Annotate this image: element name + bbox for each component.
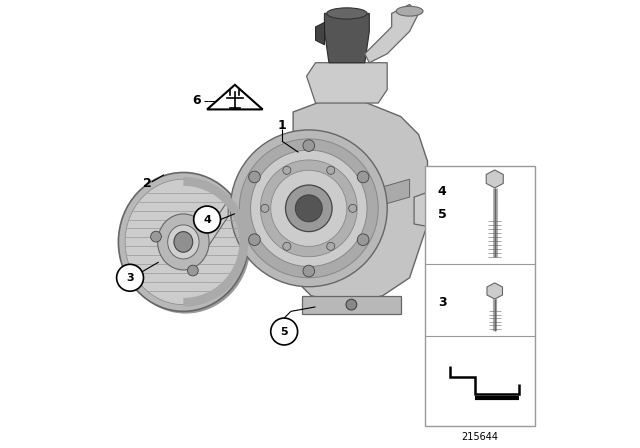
Point [216, 190, 223, 195]
Point [216, 289, 223, 294]
Point [135, 280, 143, 285]
Point [125, 217, 133, 222]
Point [224, 280, 232, 285]
Ellipse shape [168, 225, 199, 259]
Polygon shape [487, 283, 502, 299]
Ellipse shape [174, 232, 193, 252]
Text: 6: 6 [193, 94, 202, 108]
Polygon shape [307, 63, 387, 103]
Ellipse shape [157, 214, 209, 270]
Polygon shape [206, 200, 228, 250]
Polygon shape [365, 4, 419, 63]
Circle shape [357, 234, 369, 246]
Point [122, 235, 129, 240]
Circle shape [116, 264, 143, 291]
Circle shape [346, 299, 356, 310]
Ellipse shape [396, 6, 423, 16]
Point [129, 271, 137, 276]
Circle shape [283, 242, 291, 250]
Ellipse shape [125, 179, 242, 305]
Circle shape [194, 206, 221, 233]
Polygon shape [486, 170, 503, 188]
FancyBboxPatch shape [425, 166, 535, 426]
Circle shape [150, 231, 161, 242]
Point [237, 235, 245, 240]
Circle shape [271, 170, 347, 246]
Point [234, 262, 241, 267]
Text: 4: 4 [438, 185, 447, 198]
Wedge shape [184, 177, 248, 307]
Polygon shape [302, 296, 401, 314]
Text: 2: 2 [143, 177, 152, 190]
Text: 3: 3 [438, 296, 447, 309]
Text: 4: 4 [203, 215, 211, 224]
Circle shape [239, 139, 378, 278]
Circle shape [260, 160, 357, 257]
Point [230, 208, 237, 213]
Point [236, 253, 244, 258]
Point [234, 217, 241, 222]
Ellipse shape [327, 8, 367, 19]
Text: 1: 1 [278, 119, 286, 132]
Polygon shape [378, 179, 410, 206]
Circle shape [283, 166, 291, 174]
Circle shape [357, 171, 369, 183]
Point [135, 199, 143, 204]
Ellipse shape [118, 172, 248, 311]
Polygon shape [284, 99, 428, 305]
Point [123, 226, 131, 231]
Ellipse shape [121, 175, 251, 314]
Polygon shape [289, 179, 320, 206]
Point [123, 253, 131, 258]
Polygon shape [428, 246, 463, 309]
Point [237, 244, 245, 249]
Point [230, 271, 237, 276]
Circle shape [249, 171, 260, 183]
Point [143, 190, 151, 195]
Circle shape [196, 213, 207, 224]
Circle shape [349, 204, 356, 212]
Circle shape [303, 265, 315, 277]
Polygon shape [316, 22, 324, 45]
Circle shape [251, 150, 367, 267]
Circle shape [285, 185, 332, 232]
Text: 215644: 215644 [461, 432, 499, 442]
Text: 5: 5 [438, 208, 447, 221]
Polygon shape [414, 179, 477, 233]
Text: 5: 5 [280, 327, 288, 336]
Circle shape [230, 130, 387, 287]
Circle shape [261, 204, 269, 212]
Point [224, 199, 232, 204]
Polygon shape [324, 13, 369, 63]
Point [143, 289, 151, 294]
Text: 3: 3 [126, 273, 134, 283]
Circle shape [303, 140, 315, 151]
Point [122, 244, 129, 249]
Polygon shape [207, 85, 262, 109]
Circle shape [249, 234, 260, 246]
Circle shape [327, 166, 335, 174]
Point [129, 208, 137, 213]
Circle shape [188, 265, 198, 276]
Circle shape [271, 318, 298, 345]
Point [125, 262, 133, 267]
Circle shape [327, 242, 335, 250]
Circle shape [296, 195, 323, 222]
Point [236, 226, 244, 231]
